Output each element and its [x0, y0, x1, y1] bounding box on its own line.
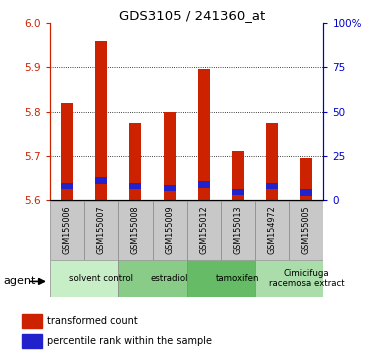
Text: GSM155009: GSM155009 [165, 205, 174, 253]
Bar [300, 158, 312, 200]
Bar [129, 183, 141, 189]
Bar [164, 112, 176, 200]
Bar [221, 201, 255, 260]
Text: Cimicifuga
racemosa extract: Cimicifuga racemosa extract [268, 269, 344, 289]
Bar [61, 183, 73, 189]
Text: percentile rank within the sample: percentile rank within the sample [47, 336, 212, 346]
Bar [84, 201, 119, 260]
Bar [61, 103, 73, 200]
Bar [232, 188, 244, 195]
Bar [198, 181, 210, 188]
Text: GSM155006: GSM155006 [63, 205, 72, 253]
Text: GSM155007: GSM155007 [97, 205, 106, 253]
Bar [119, 260, 187, 297]
Bar [129, 122, 141, 200]
Text: GSM154972: GSM154972 [268, 205, 277, 253]
Bar [266, 183, 278, 189]
Bar [255, 260, 323, 297]
Text: transformed count: transformed count [47, 316, 138, 326]
Bar [300, 189, 312, 195]
Bar [164, 185, 176, 191]
Bar [289, 201, 323, 260]
Text: tamoxifen: tamoxifen [216, 274, 260, 283]
Text: GSM155012: GSM155012 [199, 205, 208, 253]
Bar [50, 260, 119, 297]
Bar [266, 122, 278, 200]
Bar [255, 201, 289, 260]
Bar [232, 151, 244, 200]
Text: GDS3105 / 241360_at: GDS3105 / 241360_at [119, 9, 266, 22]
Bar [187, 201, 221, 260]
Text: GSM155008: GSM155008 [131, 205, 140, 253]
Text: estradiol: estradiol [151, 274, 188, 283]
Text: GSM155005: GSM155005 [302, 205, 311, 253]
Bar [22, 334, 42, 348]
Text: solvent control: solvent control [69, 274, 133, 283]
Bar [95, 41, 107, 200]
Bar [50, 201, 84, 260]
Bar [22, 314, 42, 328]
Bar [95, 177, 107, 184]
Text: agent: agent [4, 276, 36, 286]
Bar [152, 201, 187, 260]
Bar [198, 69, 210, 200]
Bar [119, 201, 152, 260]
Text: GSM155013: GSM155013 [233, 205, 243, 253]
Bar [187, 260, 255, 297]
